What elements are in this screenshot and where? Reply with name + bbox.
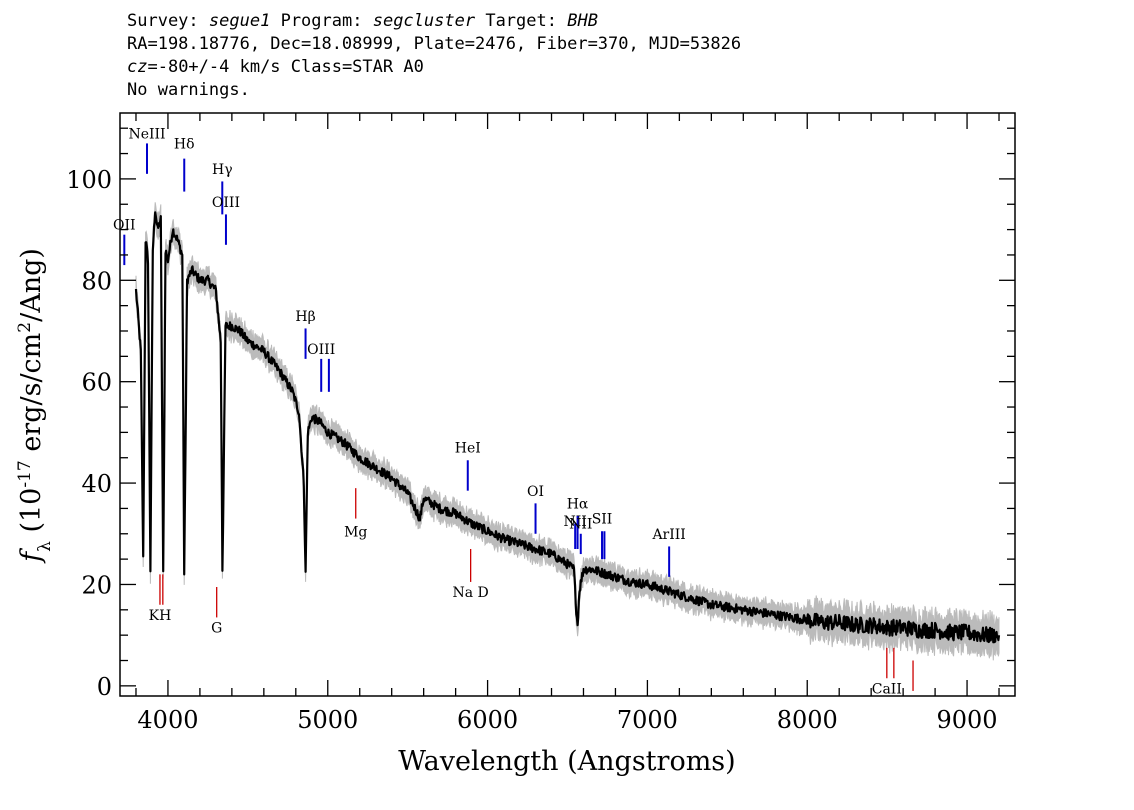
header-line-4: No warnings. — [127, 80, 250, 100]
x-tick-label: 8000 — [777, 706, 838, 734]
y-axis-label: fλ (10-17 erg/s/cm2/Ang) — [15, 248, 55, 564]
absorption-line-label: KH — [149, 608, 172, 624]
emission-line-label: OIII — [307, 342, 335, 358]
program-value: segcluster — [372, 11, 476, 31]
x-tick-label: 9000 — [937, 706, 998, 734]
emission-line-label: NII — [569, 517, 592, 533]
emission-line-label: NeIII — [128, 126, 165, 142]
y-tick-label: 40 — [81, 470, 112, 498]
emission-line-label: OI — [527, 484, 544, 500]
header-line-2: RA=198.18776, Dec=18.08999, Plate=2476, … — [127, 34, 742, 54]
survey-value: segue1 — [208, 11, 271, 31]
header-line-1: Survey: segue1 Program: segcluster Targe… — [127, 10, 741, 33]
cz-value: =-80+/-4 km/s Class=STAR A0 — [147, 57, 424, 77]
x-tick-label: 5000 — [297, 706, 358, 734]
y-tick-label: 0 — [97, 673, 112, 701]
x-tick-label: 7000 — [617, 706, 678, 734]
target-label: Target: — [485, 11, 557, 31]
x-tick-label: 4000 — [137, 706, 198, 734]
emission-line-label: SII — [592, 512, 613, 528]
emission-line-label: ArIII — [651, 527, 685, 543]
axis-ticks: 4000 5000 6000 7000 8000 9000 0 20 40 60 80 100 — [66, 113, 1015, 734]
header-line-3: cz=-80+/-4 km/s Class=STAR A0 — [127, 56, 741, 79]
y-tick-label: 100 — [66, 166, 112, 194]
cz-label: cz — [127, 57, 148, 77]
plot-frame — [119, 112, 1016, 697]
emission-line-label: OIII — [212, 195, 240, 211]
y-tick-label: 60 — [81, 369, 112, 397]
x-axis-label: Wavelength (Angstroms) — [398, 746, 735, 777]
emission-line-label: HeI — [455, 441, 481, 457]
svg-text:fλ (10-17 erg/s/cm2/Ang): fλ (10-17 erg/s/cm2/Ang) — [15, 248, 55, 564]
y-tick-label: 80 — [81, 267, 112, 295]
absorption-line-label: Na D — [453, 585, 489, 601]
y-tick-label: 20 — [81, 571, 112, 599]
emission-line-label: OII — [113, 218, 136, 234]
survey-label: Survey: — [127, 11, 199, 31]
emission-line-label: Hβ — [295, 309, 315, 325]
program-label: Program: — [280, 11, 363, 31]
absorption-line-label: Mg — [344, 524, 367, 540]
x-tick-label: 6000 — [457, 706, 518, 734]
target-value: BHB — [567, 11, 598, 31]
flux-series — [134, 211, 1001, 644]
flux-error-band — [135, 202, 1000, 661]
spectrum-header: Survey: segue1 Program: segcluster Targe… — [127, 10, 741, 102]
absorption-line-label: CaII — [872, 681, 902, 697]
flux-line — [134, 211, 1001, 644]
emission-line-label: NII — [564, 514, 587, 530]
flux-error-area — [135, 202, 1000, 661]
absorption-line-label: G — [211, 621, 222, 637]
emission-line-label: Hα — [567, 496, 589, 512]
emission-line-label: Hδ — [174, 136, 195, 152]
emission-line-label: Hγ — [212, 162, 233, 178]
